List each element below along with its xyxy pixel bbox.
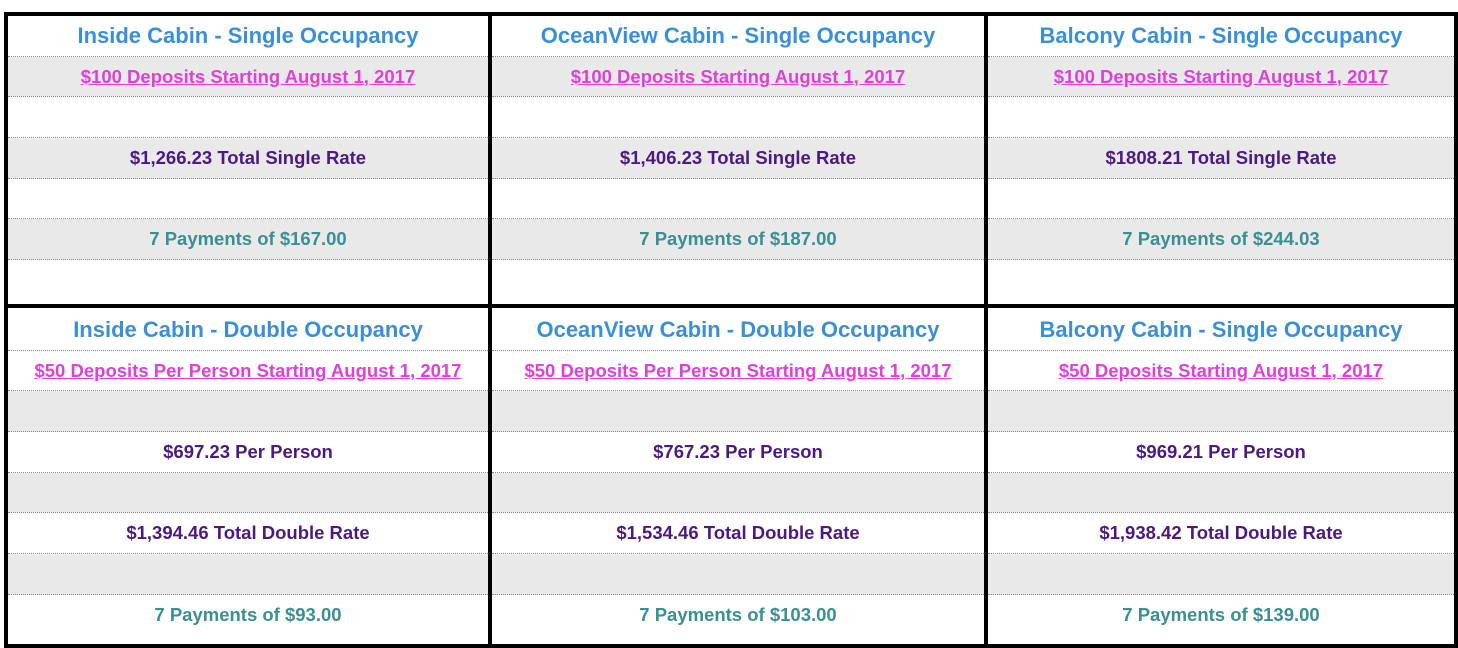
deposit-link[interactable]: $100 Deposits Starting August 1, 2017: [1053, 65, 1389, 87]
deposit-link[interactable]: $50 Deposits Per Person Starting August …: [34, 359, 462, 381]
payments-text: 7 Payments of $244.03: [988, 219, 1454, 261]
cell-balcony-single: Balcony Cabin - Single Occupancy $100 De…: [988, 16, 1454, 301]
deposit-link[interactable]: $50 Deposits Starting August 1, 2017: [1058, 359, 1384, 381]
deposit-link[interactable]: $100 Deposits Starting August 1, 2017: [80, 65, 416, 87]
payments-text: 7 Payments of $103.00: [639, 604, 837, 626]
cell-oceanview-double: OceanView Cabin - Double Occupancy $50 D…: [492, 310, 984, 636]
total-rate: $1,406.23 Total Single Rate: [492, 138, 984, 179]
column-divider: [488, 12, 492, 648]
table-border: [4, 12, 1458, 648]
payments-text: 7 Payments of $139.00: [1122, 604, 1320, 626]
cell-title: OceanView Cabin - Single Occupancy: [492, 16, 984, 57]
cell-balcony-double: Balcony Cabin - Single Occupancy $50 Dep…: [988, 310, 1454, 636]
total-rate: $1,938.42 Total Double Rate: [988, 513, 1454, 555]
payments-text: 7 Payments of $187.00: [492, 219, 984, 261]
cell-title: Inside Cabin - Single Occupancy: [8, 16, 488, 57]
deposit-link[interactable]: $100 Deposits Starting August 1, 2017: [570, 65, 906, 87]
row-divider: [4, 304, 1458, 308]
cell-oceanview-single: OceanView Cabin - Single Occupancy $100 …: [492, 16, 984, 301]
cell-title: Inside Cabin - Double Occupancy: [8, 310, 488, 351]
rate-table: Inside Cabin - Single Occupancy $100 Dep…: [4, 12, 1458, 648]
per-person-rate: $767.23 Per Person: [492, 432, 984, 473]
total-rate: $1808.21 Total Single Rate: [988, 138, 1454, 179]
cell-inside-single: Inside Cabin - Single Occupancy $100 Dep…: [8, 16, 488, 301]
cell-inside-double: Inside Cabin - Double Occupancy $50 Depo…: [8, 310, 488, 636]
total-rate: $1,394.46 Total Double Rate: [8, 513, 488, 555]
per-person-rate: $969.21 Per Person: [988, 432, 1454, 473]
cell-title: OceanView Cabin - Double Occupancy: [492, 310, 984, 351]
total-rate: $1,266.23 Total Single Rate: [8, 138, 488, 179]
cell-title: Balcony Cabin - Single Occupancy: [988, 310, 1454, 351]
payments-text: 7 Payments of $93.00: [154, 604, 342, 626]
column-divider: [984, 12, 988, 648]
total-rate: $1,534.46 Total Double Rate: [492, 513, 984, 555]
payments-text: 7 Payments of $167.00: [8, 219, 488, 261]
per-person-rate: $697.23 Per Person: [8, 432, 488, 473]
deposit-link[interactable]: $50 Deposits Per Person Starting August …: [524, 359, 952, 381]
cell-title: Balcony Cabin - Single Occupancy: [988, 16, 1454, 57]
